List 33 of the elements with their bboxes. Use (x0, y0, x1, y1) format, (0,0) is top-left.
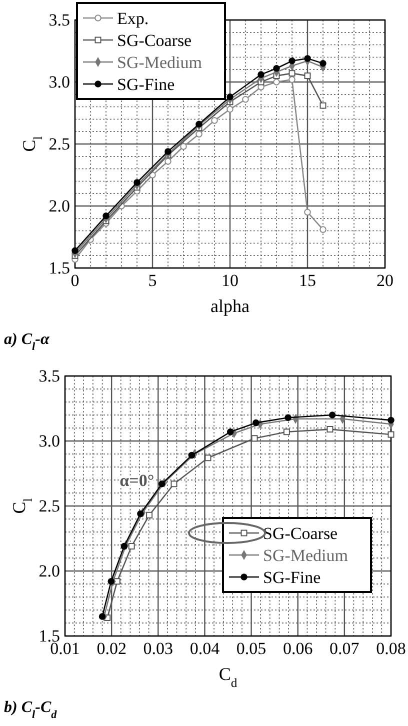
x-tick-label: 0.04 (190, 639, 220, 658)
legend-label: Exp. (117, 9, 149, 28)
text: b) C$_{l}$-C$_{d}$ (4, 699, 58, 721)
y-tick-label: 2.5 (48, 134, 70, 154)
y-tick-label: 3.0 (38, 431, 60, 450)
y-tick-label: 3.0 (48, 72, 70, 92)
x-tick-label: 10 (222, 271, 238, 290)
y-tick-label: 2.0 (48, 196, 70, 216)
x-axis-title: C$_{d}$ (218, 664, 238, 690)
legend-label: SG-Fine (263, 568, 321, 587)
y-tick-label: 3.5 (38, 366, 60, 386)
x-tick-label: 0 (70, 271, 80, 290)
x-tick-label: 15 (299, 271, 316, 290)
text: a) C$_{l}$-α (4, 331, 50, 353)
x-tick-label: 0.05 (236, 639, 266, 658)
y-tick-label: 3.5 (48, 10, 70, 30)
x-axis-title: alpha (210, 296, 250, 316)
y-tick-label: 1.5 (48, 258, 70, 278)
y-tick-label: 2.0 (38, 561, 60, 580)
x-tick-label: 0.03 (143, 639, 174, 658)
legend-label: SG-Medium (263, 546, 348, 565)
x-tick-label: 0.08 (376, 639, 406, 658)
x-tick-label: 20 (376, 271, 394, 290)
legend-label: SG-Coarse (263, 524, 338, 543)
x-tick-label: 0.06 (282, 639, 313, 658)
legend-label: SG-Fine (117, 75, 175, 94)
legend-label: SG-Coarse (117, 31, 192, 50)
x-tick-label: 5 (148, 271, 157, 290)
x-tick-label: 0.07 (330, 639, 360, 658)
annotation: α=0° (120, 471, 154, 490)
legend-label: SG-Medium (117, 53, 202, 72)
x-tick-label: 0.02 (96, 639, 126, 658)
y-tick-label: 2.5 (38, 496, 60, 516)
